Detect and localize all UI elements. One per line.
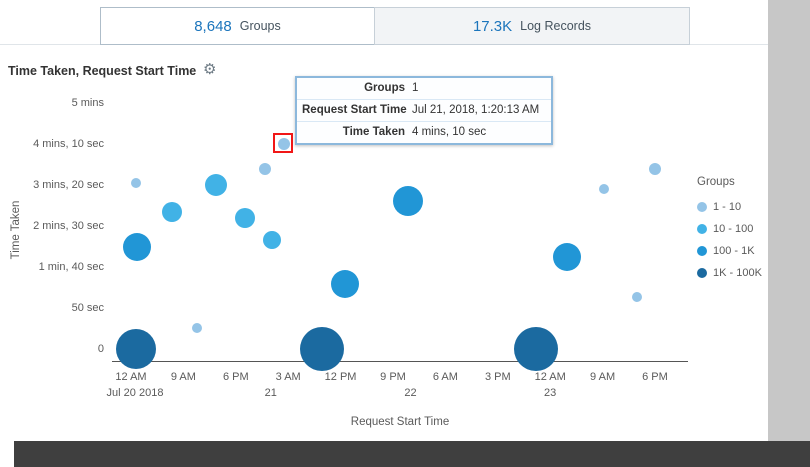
legend-item[interactable]: 100 - 1K bbox=[697, 245, 762, 257]
legend-item[interactable]: 10 - 100 bbox=[697, 223, 762, 235]
legend-item-label: 1 - 10 bbox=[713, 201, 742, 213]
y-axis-tick-label: 1 min, 40 sec bbox=[38, 261, 104, 273]
x-axis-line bbox=[112, 361, 688, 362]
x-axis-date-label: 22 bbox=[404, 387, 417, 399]
gear-icon[interactable]: ⚙ bbox=[203, 61, 217, 78]
bubble[interactable] bbox=[205, 174, 227, 196]
bubble-chart: Time Taken Request Start Time 5 mins 4 mi… bbox=[10, 97, 688, 428]
taskbar bbox=[14, 441, 810, 467]
tooltip-row: Time Taken 4 mins, 10 sec bbox=[297, 122, 551, 143]
y-axis-tick-label: 50 sec bbox=[71, 302, 104, 314]
bubble[interactable] bbox=[599, 184, 610, 195]
legend-item-label: 1K - 100K bbox=[713, 267, 762, 279]
x-axis-tick-label: 6 PM bbox=[222, 371, 249, 383]
bubble[interactable] bbox=[262, 230, 281, 249]
bubble[interactable] bbox=[299, 327, 344, 371]
bubble[interactable] bbox=[191, 322, 202, 333]
legend-title: Groups bbox=[697, 176, 735, 188]
bubble[interactable] bbox=[131, 178, 142, 189]
x-axis-date-label: 21 bbox=[264, 387, 277, 399]
legend-items: 1 - 10 10 - 100 100 - 1K 1K - 100K bbox=[697, 201, 762, 279]
groups-count: 8,648 bbox=[194, 17, 232, 35]
tooltip-value: 1 bbox=[412, 82, 419, 94]
page-gutter bbox=[768, 0, 810, 467]
tab-log-records-label: Log Records bbox=[520, 19, 592, 33]
legend-item-label: 10 - 100 bbox=[713, 223, 754, 235]
tooltip-label: Request Start Time bbox=[302, 104, 407, 116]
y-axis-tick-label: 3 mins, 20 sec bbox=[33, 179, 104, 191]
tooltip-row: Groups 1 bbox=[297, 78, 551, 100]
legend-item[interactable]: 1 - 10 bbox=[697, 201, 762, 213]
legend-swatch-icon bbox=[697, 268, 707, 278]
highlight-rect bbox=[273, 133, 294, 153]
chart-title: Time Taken, Request Start Time bbox=[8, 64, 197, 78]
tab-groups[interactable]: 8,648 Groups bbox=[100, 7, 375, 45]
chart-legend: Groups 1 - 10 10 - 100 100 - 1K 1K - 100K bbox=[697, 176, 762, 289]
tab-log-records[interactable]: 17.3K Log Records bbox=[374, 7, 690, 45]
tooltip-label: Time Taken bbox=[342, 126, 405, 138]
chart-tooltip: Groups 1 Request Start Time Jul 21, 2018… bbox=[295, 76, 553, 145]
legend-item-label: 100 - 1K bbox=[713, 245, 755, 257]
tooltip-row: Request Start Time Jul 21, 2018, 1:20:13… bbox=[297, 100, 551, 122]
legend-item[interactable]: 1K - 100K bbox=[697, 267, 762, 279]
x-axis-date-label: 23 bbox=[544, 387, 557, 399]
x-axis-title: Request Start Time bbox=[350, 416, 450, 428]
bubble[interactable] bbox=[514, 327, 559, 371]
x-axis-tick-label: 12 PM bbox=[324, 371, 357, 383]
bubble[interactable] bbox=[116, 329, 157, 369]
x-axis-tick-label: 9 AM bbox=[590, 371, 616, 383]
bubble[interactable] bbox=[553, 243, 582, 272]
x-axis-tick-label: 12 AM bbox=[534, 371, 566, 383]
legend-swatch-icon bbox=[697, 202, 707, 212]
x-axis-tick-label: 6 AM bbox=[432, 371, 458, 383]
x-axis-date-label: Jul 20 2018 bbox=[106, 387, 164, 399]
bubble[interactable] bbox=[161, 202, 182, 223]
bubble[interactable] bbox=[122, 233, 151, 262]
bubble[interactable] bbox=[393, 186, 424, 217]
y-axis-tick-label: 2 mins, 30 sec bbox=[33, 220, 104, 232]
log-records-count: 17.3K bbox=[472, 17, 513, 35]
x-axis-tick-label: 12 AM bbox=[115, 371, 147, 383]
x-axis-tick-label: 3 AM bbox=[275, 371, 301, 383]
bubble[interactable] bbox=[648, 162, 661, 175]
x-axis-tick-label: 3 PM bbox=[484, 371, 511, 383]
bubble[interactable] bbox=[235, 207, 256, 228]
x-axis-tick-label: 9 AM bbox=[170, 371, 196, 383]
y-axis-tick-label: 4 mins, 10 sec bbox=[33, 138, 104, 150]
x-axis-tick-label: 6 PM bbox=[642, 371, 668, 383]
bubble[interactable] bbox=[331, 270, 360, 299]
legend-swatch-icon bbox=[697, 224, 707, 234]
x-axis-tick-label: 9 PM bbox=[380, 371, 406, 383]
bubble[interactable] bbox=[631, 292, 642, 303]
bubble[interactable] bbox=[278, 138, 291, 150]
tooltip-value: Jul 21, 2018, 1:20:13 AM bbox=[412, 104, 540, 116]
y-axis-tick-label: 5 mins bbox=[71, 97, 104, 109]
legend-swatch-icon bbox=[697, 246, 707, 256]
tab-groups-label: Groups bbox=[239, 19, 281, 33]
bubble[interactable] bbox=[258, 162, 271, 175]
tooltip-value: 4 mins, 10 sec bbox=[412, 126, 487, 138]
tooltip-label: Groups bbox=[364, 82, 405, 94]
y-axis-tick-label: 0 bbox=[97, 343, 104, 355]
